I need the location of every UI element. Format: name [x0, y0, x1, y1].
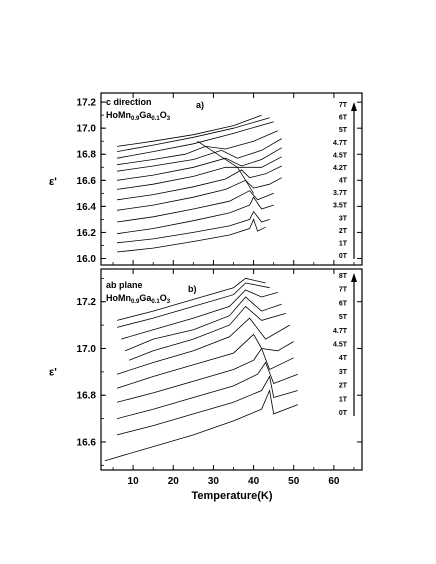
field-label: 3T	[339, 369, 348, 376]
series-curve-6T	[117, 117, 270, 152]
panel-ab-plane: 16.6 16.8 17.0 17.2 10 20 30 40 50 60 ε' ab plane Ho…	[49, 268, 363, 487]
field-label: 4.7T	[333, 140, 348, 147]
series-curve-8T	[117, 277, 266, 321]
field-label: 6T	[339, 115, 348, 122]
y-tick-label: 17.2	[77, 297, 97, 308]
y-tick-label: 17.0	[77, 124, 97, 135]
y-tick-label: 16.8	[77, 150, 97, 161]
series-curve-3.5T	[117, 177, 282, 211]
series-curve-2T	[117, 196, 274, 235]
peak-guide-curve	[197, 140, 254, 194]
y-tick-label: 17.0	[77, 344, 97, 355]
field-label: 2T	[339, 228, 348, 235]
series-curve-4.5T	[117, 138, 282, 172]
field-arrow-head	[351, 102, 357, 111]
field-label: 5T	[339, 314, 348, 321]
panel-formula: HoMn0.9Ga0.1O3	[106, 110, 171, 122]
field-label: 7T	[339, 102, 348, 109]
series-curve-1T	[117, 375, 298, 436]
series-curve-4.7T	[128, 305, 286, 361]
series-curve-3T	[117, 190, 274, 223]
y-axis-title: ε'	[49, 367, 57, 379]
series-curve-3.7T	[117, 165, 282, 201]
series-curve-1T	[117, 210, 270, 244]
x-tick-label: 60	[328, 476, 340, 487]
field-label: 6T	[339, 300, 348, 307]
field-label: 4T	[339, 178, 348, 185]
field-label: 2T	[339, 383, 348, 390]
panel-label: a)	[196, 100, 204, 110]
field-label: 3.5T	[333, 203, 348, 210]
field-arrow-head	[351, 273, 357, 282]
series-curve-4.5T	[116, 317, 290, 375]
field-label: 4.5T	[333, 342, 348, 349]
panel-title: ab plane	[106, 280, 143, 290]
y-tick-label: 16.0	[77, 254, 97, 265]
panel-c-direction: 16.0 16.2 16.4 16.6 16.8 17.0 17.2 ε' c directio…	[49, 92, 363, 266]
field-label: 0T	[339, 410, 348, 417]
series-curve-7T	[117, 282, 270, 328]
y-tick-label: 16.6	[77, 176, 97, 187]
panel-formula: HoMn0.9Ga0.1O3	[106, 293, 171, 305]
field-label: 8T	[339, 273, 348, 280]
x-tick-label: 10	[128, 476, 140, 487]
y-tick-label: 17.2	[77, 98, 97, 109]
field-label: 7T	[339, 287, 348, 294]
series-curve-5T	[117, 121, 274, 159]
field-label: 1T	[339, 240, 348, 247]
panels: 16.0 16.2 16.4 16.6 16.8 17.0 17.2 ε' c directio…	[49, 92, 363, 487]
series-curve-7T	[117, 114, 262, 147]
x-axis-title: Temperature(K)	[191, 490, 272, 502]
x-tick-label: 40	[248, 476, 260, 487]
field-label: 3T	[339, 215, 348, 222]
y-axis-title: ε'	[49, 176, 57, 188]
series-curve-2T	[116, 361, 298, 419]
series-curve-6T	[120, 289, 278, 340]
plot-frame	[100, 92, 363, 266]
y-tick-label: 16.6	[77, 437, 97, 448]
series-curve-0T	[117, 218, 266, 253]
y-tick-label: 16.2	[77, 228, 97, 239]
field-label: 1T	[339, 396, 348, 403]
field-label: 0T	[339, 253, 348, 260]
plot-frame	[100, 268, 363, 471]
y-tick-label: 16.8	[77, 391, 97, 402]
series-curve-3T	[117, 347, 294, 403]
panel-title: c direction	[106, 97, 152, 107]
field-label: 4.2T	[333, 165, 348, 172]
panel-label: b)	[188, 284, 197, 294]
field-label: 3.7T	[333, 190, 348, 197]
y-tick-label: 16.4	[77, 202, 97, 213]
field-label: 5T	[339, 127, 348, 134]
field-label: 4T	[339, 355, 348, 362]
series-curve-4.2T	[117, 147, 282, 181]
x-tick-label: 20	[168, 476, 180, 487]
field-label: 4.7T	[333, 328, 348, 335]
field-label: 4.5T	[333, 152, 348, 159]
series-curve-4T	[116, 333, 294, 389]
series-curve-0T	[104, 389, 298, 462]
series-curve-5T	[124, 296, 282, 352]
series-curve-4T	[117, 156, 282, 190]
x-tick-label: 50	[288, 476, 300, 487]
x-tick-label: 30	[208, 476, 220, 487]
